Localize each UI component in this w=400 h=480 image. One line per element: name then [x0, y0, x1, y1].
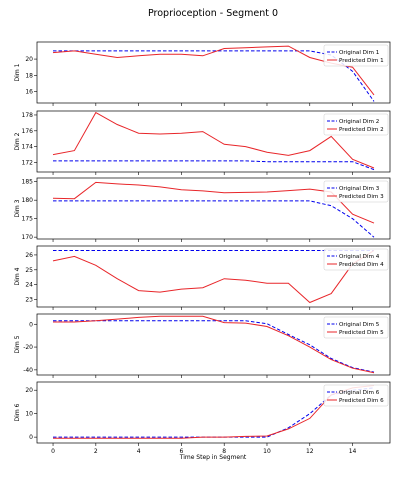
y-tick-label: 185	[22, 179, 34, 186]
legend-entry: Predicted Dim 1	[339, 58, 384, 64]
subplot-4: 23 24 25 26 Dim 4 Original Dim 4 Predicted Dim…	[14, 245, 391, 310]
y-axis-label: Dim 1	[14, 63, 21, 81]
series-line-original	[53, 200, 375, 238]
series-line-predicted	[52, 45, 375, 96]
subplot-2: 172 174 176 178 Dim 2 Original Dim 2 Predicted…	[14, 110, 391, 175]
x-tick-label: 6	[179, 448, 183, 455]
y-tick-label: 20	[25, 56, 33, 63]
y-tick-label: 10	[25, 411, 33, 418]
legend-box	[323, 384, 389, 407]
legend-entry: Original Dim 4	[339, 254, 380, 260]
series-line-predicted	[52, 181, 375, 224]
series-line-predicted	[52, 111, 375, 169]
y-tick-label: 0	[29, 434, 33, 441]
x-tick-label: 14	[349, 448, 357, 455]
y-tick-label: 23	[25, 297, 33, 304]
x-tick-label: 2	[94, 448, 98, 455]
y-tick-label: 180	[22, 197, 34, 204]
subplot-1: 16 18 20 Dim 1 Original Dim 1 Predicted Dim 1	[14, 41, 391, 106]
y-tick-label: 178	[22, 112, 34, 119]
x-tick-label: 10	[263, 448, 271, 455]
legend-entry: Original Dim 1	[339, 50, 380, 56]
x-axis-label: Time Step in Segment	[179, 454, 247, 461]
y-tick-label: -40	[23, 367, 33, 374]
x-tick-label: 4	[137, 448, 141, 455]
legend-entry: Original Dim 5	[339, 322, 380, 328]
y-tick-label: 16	[25, 89, 33, 96]
series-line-original	[53, 160, 375, 171]
subplot-3: 170 175 180 185 Dim 3 Original Dim 3 Predicted…	[14, 177, 391, 242]
y-tick-label: 18	[25, 72, 33, 79]
axes-frame	[36, 177, 391, 240]
legend-entry: Predicted Dim 4	[339, 262, 384, 268]
legend-box	[323, 113, 389, 136]
y-tick-label: 24	[25, 282, 33, 289]
y-axis-label: Dim 4	[14, 267, 21, 285]
figure-title: Proprioception - Segment 0	[148, 8, 278, 19]
y-tick-label: 26	[25, 252, 33, 259]
legend-box	[323, 44, 389, 67]
legend-box	[323, 180, 389, 203]
series-line-original	[53, 320, 375, 373]
subplot-5: -40 -20 0 Dim 5 Original Dim 5 Predicted Dim …	[14, 313, 391, 378]
legend-entry: Original Dim 6	[339, 390, 380, 396]
legend-entry: Original Dim 2	[339, 119, 379, 125]
axes-frame	[36, 41, 391, 104]
series-line-predicted	[53, 315, 375, 374]
y-axis-label: Dim 3	[14, 199, 21, 217]
x-tick-label: 8	[222, 448, 226, 455]
axes-frame	[36, 313, 391, 376]
y-tick-label: 0	[29, 321, 33, 328]
axes-frame	[36, 110, 391, 173]
x-tick-label: 0	[51, 448, 55, 455]
series-line-predicted	[52, 250, 375, 304]
legend-box	[323, 248, 389, 271]
legend-entry: Original Dim 3	[339, 186, 380, 192]
legend-entry: Predicted Dim 5	[339, 330, 384, 336]
y-tick-label: 176	[22, 128, 34, 135]
series-line-predicted	[53, 385, 375, 439]
subplot-6: 0 10 20 0 2 4 6 8 10 12 14 Dim 6 Original Dim 6 Predi…	[14, 381, 391, 455]
y-tick-label: 175	[22, 216, 34, 223]
y-tick-label: 20	[25, 387, 33, 394]
axes-frame	[36, 381, 391, 444]
series-line-original	[53, 50, 375, 102]
axes-frame	[36, 245, 391, 308]
legend-box	[323, 316, 389, 339]
y-tick-label: -20	[23, 344, 33, 351]
y-axis-label: Dim 6	[14, 403, 21, 421]
legend-entry: Predicted Dim 6	[339, 398, 384, 404]
x-tick-label: 12	[306, 448, 314, 455]
legend-entry: Predicted Dim 2	[339, 127, 384, 133]
legend-entry: Predicted Dim 3	[339, 194, 384, 200]
y-tick-label: 170	[22, 234, 34, 241]
y-tick-label: 174	[22, 144, 34, 151]
y-tick-label: 172	[22, 159, 34, 166]
y-axis-label: Dim 5	[14, 335, 21, 353]
y-axis-label: Dim 2	[14, 132, 21, 150]
y-tick-label: 25	[25, 267, 33, 274]
